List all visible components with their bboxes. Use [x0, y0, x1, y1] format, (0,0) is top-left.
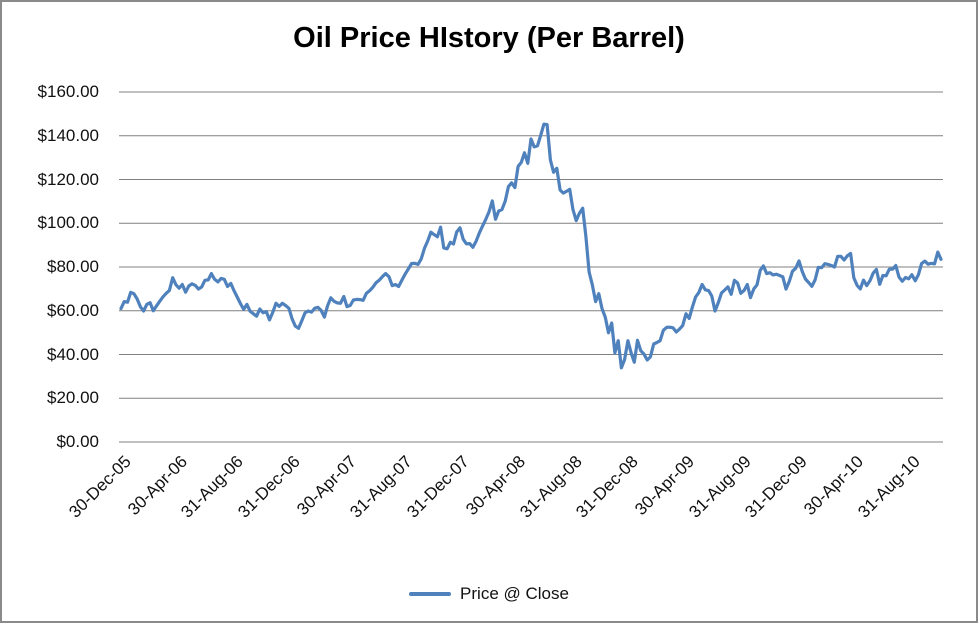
legend: Price @ Close [2, 581, 976, 607]
chart-title: Oil Price HIstory (Per Barrel) [293, 22, 685, 54]
y-axis-label: $40.00 [47, 344, 99, 364]
y-axis-label: $120.00 [37, 169, 99, 189]
x-axis-label: 30-Dec-05 [64, 452, 135, 522]
y-axis: $0.00 $20.00 $40.00 $60.00 $80.00 $100.00 $120… [2, 2, 99, 621]
legend-line-swatch [409, 592, 452, 596]
legend-label: Price @ Close [460, 584, 569, 603]
y-axis-label: $160.00 [37, 82, 99, 101]
y-axis-label: $60.00 [47, 300, 99, 320]
y-axis-label: $0.00 [56, 432, 99, 451]
y-axis-label: $80.00 [47, 257, 99, 276]
y-axis-label: $100.00 [37, 213, 99, 233]
y-axis-label: $20.00 [47, 388, 99, 408]
y-axis-label: $140.00 [37, 125, 99, 145]
price-series-line [119, 122, 943, 370]
